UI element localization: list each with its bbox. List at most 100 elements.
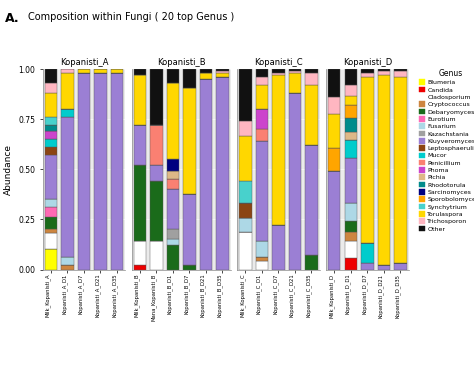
Bar (345, 85, 357, 96)
Bar (150, 181, 163, 241)
Bar (328, 148, 340, 171)
Text: A.: A. (5, 12, 19, 25)
Bar (361, 263, 374, 270)
Bar (345, 258, 357, 270)
Bar (61, 73, 73, 109)
Bar (345, 158, 357, 203)
Bar (328, 69, 340, 97)
Bar (45, 249, 57, 270)
Bar (239, 203, 252, 218)
Bar (328, 114, 340, 148)
Bar (328, 171, 340, 270)
Bar (45, 69, 57, 83)
Bar (272, 226, 284, 270)
Bar (255, 141, 268, 241)
Bar (134, 166, 146, 241)
Bar (239, 218, 252, 233)
Bar (200, 73, 212, 79)
Bar (45, 83, 57, 93)
Bar (61, 266, 73, 270)
Bar (239, 181, 252, 203)
Bar (289, 73, 301, 93)
Bar (345, 118, 357, 132)
Bar (239, 233, 252, 270)
Bar (305, 69, 318, 73)
Bar (167, 229, 179, 239)
Title: Kopanisti_A: Kopanisti_A (60, 58, 108, 67)
Bar (94, 69, 107, 73)
Bar (361, 243, 374, 263)
Bar (167, 159, 179, 171)
Bar (345, 132, 357, 141)
Legend: Blumeria, Candida, Cladosporium, Cryptococcus, Debaryomyces, Eurotium, Fusarium,: Blumeria, Candida, Cladosporium, Cryptoc… (418, 69, 474, 232)
Bar (45, 208, 57, 218)
Bar (167, 83, 179, 159)
Bar (183, 194, 196, 265)
Bar (345, 69, 357, 85)
Bar (61, 117, 73, 258)
Bar (167, 69, 179, 83)
Bar (216, 73, 228, 77)
Bar (200, 79, 212, 270)
Bar (289, 71, 301, 73)
Bar (378, 266, 390, 270)
Bar (345, 141, 357, 158)
Y-axis label: Abundance: Abundance (3, 144, 12, 195)
Bar (361, 69, 374, 73)
Bar (305, 256, 318, 270)
Bar (255, 258, 268, 261)
Title: Kopanisti_C: Kopanisti_C (254, 58, 303, 67)
Bar (78, 69, 90, 73)
Bar (305, 85, 318, 146)
Bar (111, 69, 123, 73)
Bar (167, 246, 179, 270)
Bar (150, 69, 163, 126)
Bar (45, 218, 57, 229)
Bar (167, 171, 179, 179)
Bar (345, 105, 357, 118)
Bar (255, 77, 268, 85)
Bar (183, 88, 196, 194)
Bar (45, 139, 57, 147)
Bar (361, 77, 374, 243)
Bar (134, 241, 146, 266)
Bar (167, 239, 179, 246)
Bar (111, 73, 123, 270)
Bar (45, 93, 57, 117)
Bar (378, 71, 390, 75)
Bar (255, 129, 268, 141)
Bar (78, 73, 90, 270)
Bar (167, 189, 179, 229)
Bar (255, 69, 268, 77)
Bar (289, 69, 301, 71)
Bar (45, 131, 57, 139)
Title: Kopanisti_B: Kopanisti_B (157, 58, 205, 67)
Bar (394, 69, 407, 71)
Bar (272, 69, 284, 73)
Bar (378, 69, 390, 71)
Bar (255, 85, 268, 109)
Bar (394, 263, 407, 270)
Bar (45, 156, 57, 199)
Bar (394, 77, 407, 263)
Bar (94, 73, 107, 270)
Title: Kopanisti_D: Kopanisti_D (343, 58, 392, 67)
Bar (289, 93, 301, 270)
Bar (183, 265, 196, 270)
Bar (345, 203, 357, 221)
Bar (45, 229, 57, 233)
Bar (61, 109, 73, 117)
Bar (200, 69, 212, 73)
Bar (216, 77, 228, 270)
Bar (345, 221, 357, 232)
Text: Composition within Fungi ( 20 top Genus ): Composition within Fungi ( 20 top Genus … (28, 12, 235, 22)
Bar (239, 69, 252, 121)
Bar (272, 73, 284, 75)
Bar (378, 75, 390, 266)
Bar (61, 69, 73, 73)
Bar (45, 147, 57, 156)
Bar (134, 266, 146, 270)
Bar (345, 232, 357, 241)
Bar (216, 71, 228, 73)
Bar (328, 97, 340, 114)
